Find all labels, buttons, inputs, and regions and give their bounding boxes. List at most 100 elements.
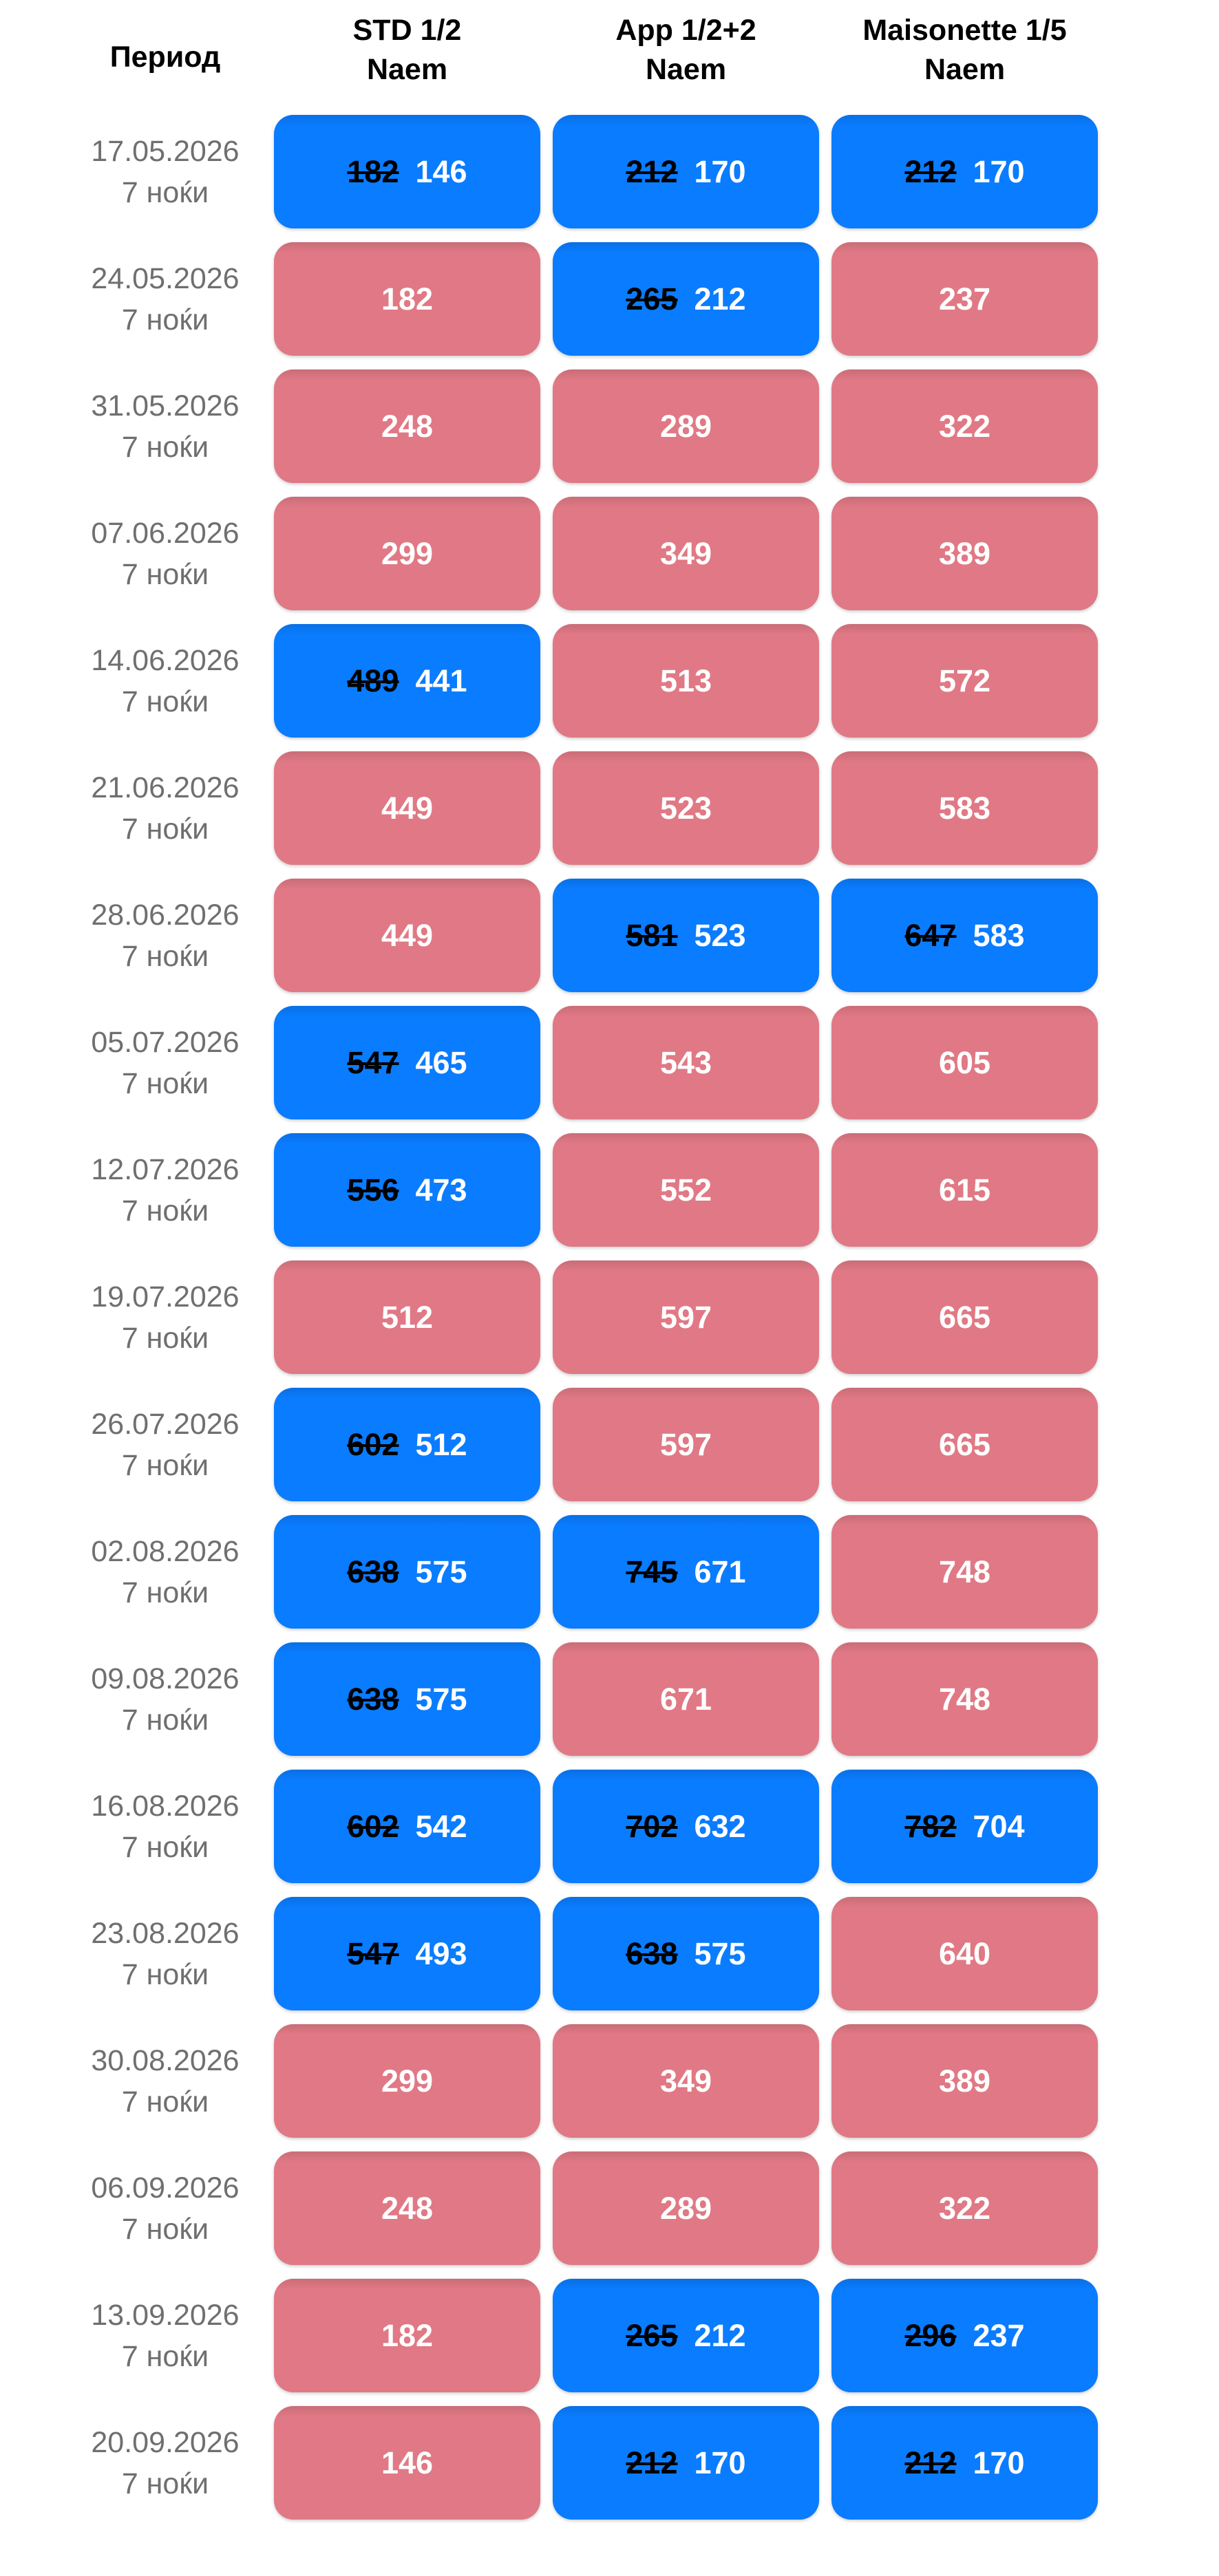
price-cell-discounted[interactable]: 265 212 — [553, 242, 819, 356]
price-cell-discounted[interactable]: 745 671 — [553, 1515, 819, 1629]
current-price: 583 — [973, 917, 1025, 953]
period-cell: 31.05.2026 7 ноќи — [0, 385, 262, 468]
period-cell: 12.07.2026 7 ноќи — [0, 1149, 262, 1232]
old-price: 745 — [626, 1554, 678, 1589]
old-price: 782 — [904, 1808, 957, 1844]
period-nights: 7 ноќи — [121, 2339, 209, 2373]
price-cell-discounted[interactable]: 212 170 — [831, 115, 1098, 228]
table-row: 17.05.2026 7 ноќи 182 146 212 170 212 17… — [0, 115, 1219, 228]
price-cell-discounted[interactable]: 182 146 — [274, 115, 540, 228]
current-price: 349 — [659, 535, 712, 571]
current-price: 605 — [938, 1044, 991, 1080]
period-cell: 30.08.2026 7 ноќи — [0, 2040, 262, 2123]
period-date: 21.06.2026 — [91, 771, 240, 804]
price-cell-discounted[interactable]: 602 512 — [274, 1388, 540, 1501]
table-row: 06.09.2026 7 ноќи 248 289 322 — [0, 2151, 1219, 2265]
period-nights: 7 ноќи — [121, 1703, 209, 1737]
price-cell-discounted[interactable]: 265 212 — [553, 2279, 819, 2392]
old-price: 212 — [904, 153, 957, 189]
price-cell: 389 — [831, 497, 1098, 610]
period-date: 05.07.2026 — [91, 1025, 240, 1059]
price-cell-discounted[interactable]: 702 632 — [553, 1770, 819, 1883]
period-cell: 09.08.2026 7 ноќи — [0, 1658, 262, 1741]
current-price: 572 — [938, 663, 991, 698]
period-cell: 19.07.2026 7 ноќи — [0, 1276, 262, 1359]
period-date: 09.08.2026 — [91, 1662, 240, 1695]
old-price: 638 — [626, 1935, 678, 1971]
period-cell: 23.08.2026 7 ноќи — [0, 1913, 262, 1995]
period-header: Период — [109, 41, 221, 74]
price-cell-discounted[interactable]: 212 170 — [831, 2406, 1098, 2520]
current-price: 146 — [381, 2445, 434, 2480]
period-cell: 28.06.2026 7 ноќи — [0, 894, 262, 977]
current-price: 615 — [938, 1172, 991, 1208]
period-date: 16.08.2026 — [91, 1789, 240, 1823]
table-row: 07.06.2026 7 ноќи 299 349 389 — [0, 497, 1219, 610]
period-nights: 7 ноќи — [121, 1066, 209, 1100]
current-price: 543 — [659, 1044, 712, 1080]
price-cell: 146 — [274, 2406, 540, 2520]
current-price: 389 — [938, 2063, 991, 2099]
price-cell-discounted[interactable]: 638 575 — [553, 1897, 819, 2010]
period-nights: 7 ноќи — [121, 685, 209, 718]
period-date: 24.05.2026 — [91, 261, 240, 295]
table-header: Период STD 1/2 Naem App 1/2+2 Naem Maiso… — [0, 0, 1219, 115]
price-cell-discounted[interactable]: 489 441 — [274, 624, 540, 738]
period-nights: 7 ноќи — [121, 1321, 209, 1355]
price-cell-discounted[interactable]: 647 583 — [831, 879, 1098, 992]
price-cell-discounted[interactable]: 581 523 — [553, 879, 819, 992]
table-row: 20.09.2026 7 ноќи 146 212 170 212 170 — [0, 2406, 1219, 2520]
period-nights: 7 ноќи — [121, 812, 209, 846]
price-cell-discounted[interactable]: 296 237 — [831, 2279, 1098, 2392]
old-price: 212 — [626, 2445, 678, 2480]
current-price: 212 — [694, 281, 746, 316]
price-cell: 665 — [831, 1388, 1098, 1501]
current-price: 748 — [938, 1681, 991, 1717]
price-cell-discounted[interactable]: 547 465 — [274, 1006, 540, 1119]
current-price: 597 — [659, 1299, 712, 1335]
price-cell: 299 — [274, 497, 540, 610]
price-cell: 512 — [274, 1260, 540, 1374]
price-cell-discounted[interactable]: 547 493 — [274, 1897, 540, 2010]
price-cell-discounted[interactable]: 556 473 — [274, 1133, 540, 1247]
current-price: 349 — [659, 2063, 712, 2099]
current-price: 170 — [694, 2445, 746, 2480]
period-nights: 7 ноќи — [121, 1830, 209, 1864]
current-price: 552 — [659, 1172, 712, 1208]
current-price: 170 — [694, 153, 746, 189]
price-cell: 248 — [274, 2151, 540, 2265]
old-price: 602 — [347, 1426, 399, 1462]
price-cell: 289 — [553, 2151, 819, 2265]
current-price: 170 — [973, 153, 1025, 189]
price-cell: 248 — [274, 369, 540, 483]
price-cell: 597 — [553, 1260, 819, 1374]
price-cell-discounted[interactable]: 638 575 — [274, 1515, 540, 1629]
period-date: 06.09.2026 — [91, 2171, 240, 2204]
table-row: 23.08.2026 7 ноќи 547 493 638 575 640 — [0, 1897, 1219, 2010]
table-row: 31.05.2026 7 ноќи 248 289 322 — [0, 369, 1219, 483]
price-cell: 671 — [553, 1642, 819, 1756]
current-price: 640 — [938, 1935, 991, 1971]
price-cell-discounted[interactable]: 212 170 — [553, 2406, 819, 2520]
period-cell: 07.06.2026 7 ноќи — [0, 513, 262, 595]
room-type-header: STD 1/2 Naem — [274, 0, 540, 89]
current-price: 237 — [973, 2317, 1025, 2353]
price-cell-discounted[interactable]: 782 704 — [831, 1770, 1098, 1883]
price-cell: 349 — [553, 2024, 819, 2138]
table-row: 19.07.2026 7 ноќи 512 597 665 — [0, 1260, 1219, 1374]
price-cell-discounted[interactable]: 602 542 — [274, 1770, 540, 1883]
old-price: 547 — [347, 1044, 399, 1080]
price-cell: 543 — [553, 1006, 819, 1119]
price-cell-discounted[interactable]: 212 170 — [553, 115, 819, 228]
period-nights: 7 ноќи — [121, 939, 209, 973]
period-nights: 7 ноќи — [121, 557, 209, 591]
table-row: 14.06.2026 7 ноќи 489 441 513 572 — [0, 624, 1219, 738]
price-cell: 615 — [831, 1133, 1098, 1247]
old-price: 638 — [347, 1554, 399, 1589]
current-price: 542 — [415, 1808, 467, 1844]
price-cell: 237 — [831, 242, 1098, 356]
current-price: 512 — [415, 1426, 467, 1462]
period-cell: 21.06.2026 7 ноќи — [0, 767, 262, 850]
current-price: 441 — [415, 663, 467, 698]
price-cell-discounted[interactable]: 638 575 — [274, 1642, 540, 1756]
